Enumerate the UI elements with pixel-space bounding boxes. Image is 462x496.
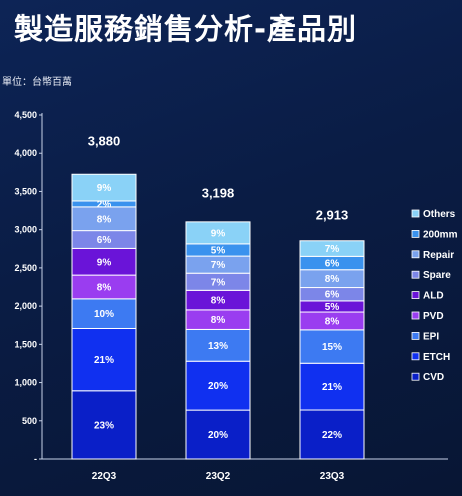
bar-22Q3: 23% 21% 10% 8% 9% 6% 8% 2% 9% [71, 173, 137, 460]
bar-segment-etch [71, 327, 137, 392]
segment-label: 8% [211, 296, 226, 307]
legend-label: EPI [423, 331, 439, 342]
bar-segment-epi [185, 328, 251, 362]
total-label: 2,913 [316, 207, 349, 222]
segment-label: 2% [97, 199, 112, 210]
bar-segment-others [71, 173, 137, 202]
legend-swatch [411, 311, 420, 320]
legend-swatch [411, 352, 420, 361]
legend-label: Spare [423, 270, 451, 281]
segment-label: 20% [208, 381, 228, 392]
segment-label: 6% [325, 259, 340, 270]
total-label: 3,198 [202, 186, 235, 201]
legend-item-epi: EPI [411, 331, 439, 342]
bar-segment-cvd [185, 409, 251, 460]
total-label: 3,880 [88, 133, 121, 148]
bar-segment-cvd [71, 390, 137, 460]
segment-label: 15% [322, 342, 342, 353]
legend-swatch [411, 209, 420, 218]
legend-label: Repair [423, 250, 454, 261]
y-tick-label: 1,500 [14, 339, 37, 349]
segment-label: 10% [94, 309, 114, 320]
legend-item-etch: ETCH [411, 352, 450, 363]
segment-label: 8% [97, 282, 112, 293]
legend-label: 200mm [423, 229, 458, 240]
y-tick-label: 1,000 [14, 378, 37, 388]
y-tick-label: - [34, 454, 37, 464]
bar-segment-epi [299, 329, 365, 364]
bar-segment-etch [299, 362, 365, 411]
segment-label: 7% [211, 260, 226, 271]
segment-label: 5% [211, 245, 226, 256]
x-tick-label: 23Q2 [206, 471, 231, 482]
bar-segment-cvd [299, 409, 365, 460]
legend-label: ETCH [423, 352, 450, 363]
y-tick-label: 3,500 [14, 186, 37, 196]
segment-label: 8% [211, 315, 226, 326]
legend-swatch [411, 291, 420, 300]
segment-label: 9% [97, 183, 112, 194]
legend-swatch [411, 372, 420, 381]
legend-item-spare: Spare [411, 270, 451, 281]
x-tick-label: 22Q3 [92, 471, 117, 482]
legend-item-200mm: 200mm [411, 229, 458, 240]
y-tick-label: 3,000 [14, 225, 37, 235]
bar-segment-others [185, 221, 251, 245]
segment-label: 9% [211, 228, 226, 239]
y-tick-label: 2,500 [14, 263, 37, 273]
y-tick-label: 500 [22, 416, 37, 426]
segment-label: 21% [94, 355, 114, 366]
segment-label: 5% [325, 302, 340, 313]
segment-label: 9% [97, 257, 112, 268]
segment-label: 21% [322, 382, 342, 393]
y-tick-label: 4,500 [14, 110, 37, 120]
segment-label: 7% [325, 244, 340, 255]
page-title: 製造服務銷售分析-產品別 [14, 12, 358, 46]
bar-segment-others [299, 240, 365, 257]
bar-segment-epi [71, 298, 137, 329]
legend-swatch [411, 270, 420, 279]
legend-swatch [411, 331, 420, 340]
legend-item-repair: Repair [411, 250, 454, 261]
segment-label: 13% [208, 341, 228, 352]
segment-label: 23% [94, 420, 114, 431]
bar-23Q3: 22%21%15%8%5%6%8%6%7% [299, 240, 365, 460]
bar-segment-ald [71, 247, 137, 276]
segment-label: 6% [97, 235, 112, 246]
y-tick-label: 4,000 [14, 148, 37, 158]
unit-label: 單位：台幣百萬 [2, 77, 72, 88]
legend-label: Others [423, 209, 456, 220]
bar-23Q2: 20% 20% 13% 8% 8% 7% 7% 5% 9% [185, 221, 251, 460]
legend-item-others: Others [411, 209, 456, 220]
segment-label: 7% [211, 277, 226, 288]
segment-label: 8% [325, 316, 340, 327]
legend-swatch [411, 229, 420, 238]
segment-label: 22% [322, 430, 342, 441]
legend-item-cvd: CVD [411, 372, 444, 383]
x-tick-label: 23Q3 [320, 471, 345, 482]
y-tick-label: 2,000 [14, 301, 37, 311]
segment-label: 20% [208, 430, 228, 441]
segment-label: 6% [325, 290, 340, 301]
legend-label: CVD [423, 372, 444, 383]
legend-item-pvd: PVD [411, 311, 444, 322]
legend-item-ald: ALD [411, 291, 444, 302]
legend-swatch [411, 250, 420, 259]
legend-label: PVD [423, 311, 444, 322]
legend-label: ALD [423, 291, 444, 302]
segment-label: 8% [97, 214, 112, 225]
segment-label: 8% [325, 274, 340, 285]
